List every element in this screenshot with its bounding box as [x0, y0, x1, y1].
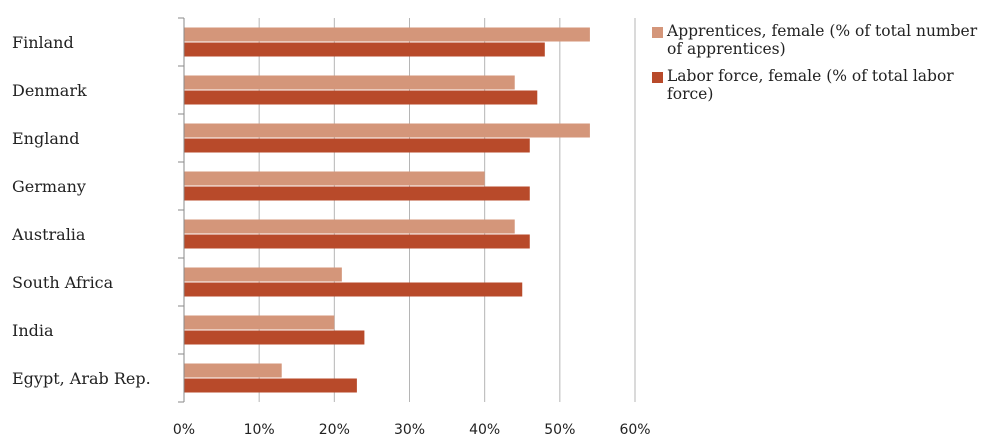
- bar-apprentices: [184, 75, 515, 90]
- x-tick-label: 50%: [544, 422, 575, 438]
- category-label: Australia: [11, 225, 86, 244]
- bar-labor-force: [184, 42, 545, 57]
- bar-labor-force: [184, 138, 530, 153]
- legend-swatch-apprentices: [652, 27, 663, 38]
- legend-item-apprentices: Apprentices, female (% of total number o…: [652, 22, 992, 58]
- bar-labor-force: [184, 90, 538, 105]
- category-label: Germany: [12, 177, 86, 196]
- category-label: India: [12, 321, 54, 340]
- x-tick-label: 20%: [319, 422, 350, 438]
- category-label: Egypt, Arab Rep.: [12, 369, 151, 388]
- bar-labor-force: [184, 234, 530, 249]
- bar-labor-force: [184, 378, 357, 393]
- x-tick-label: 0%: [173, 422, 195, 438]
- legend-label-apprentices: Apprentices, female (% of total number o…: [667, 22, 978, 58]
- legend: Apprentices, female (% of total number o…: [652, 22, 992, 112]
- x-tick-label: 10%: [244, 422, 275, 438]
- bar-apprentices: [184, 267, 342, 282]
- category-labels: Finland Denmark England Germany Australia Sou…: [11, 33, 151, 388]
- legend-item-labor-force: Labor force, female (% of total labor fo…: [652, 67, 992, 103]
- legend-swatch-labor-force: [652, 72, 663, 83]
- x-tick-label: 30%: [394, 422, 425, 438]
- x-tick-label: 40%: [469, 422, 500, 438]
- bar-apprentices: [184, 123, 590, 138]
- bar-labor-force: [184, 330, 365, 345]
- bar-apprentices: [184, 219, 515, 234]
- category-label: Finland: [12, 33, 74, 52]
- bar-apprentices: [184, 363, 282, 378]
- category-label: England: [12, 129, 79, 148]
- x-tick-label: 60%: [619, 422, 650, 438]
- bar-labor-force: [184, 186, 530, 201]
- legend-label-labor-force: Labor force, female (% of total labor fo…: [667, 67, 954, 103]
- bar-labor-force: [184, 282, 523, 297]
- bar-apprentices: [184, 315, 335, 330]
- category-axis: [178, 17, 185, 403]
- bars: [184, 27, 590, 393]
- x-tick-labels: 0% 10% 20% 30% 40% 50% 60%: [173, 422, 651, 438]
- bar-apprentices: [184, 171, 485, 186]
- category-label: South Africa: [12, 273, 114, 292]
- bar-apprentices: [184, 27, 590, 42]
- category-label: Denmark: [12, 81, 87, 100]
